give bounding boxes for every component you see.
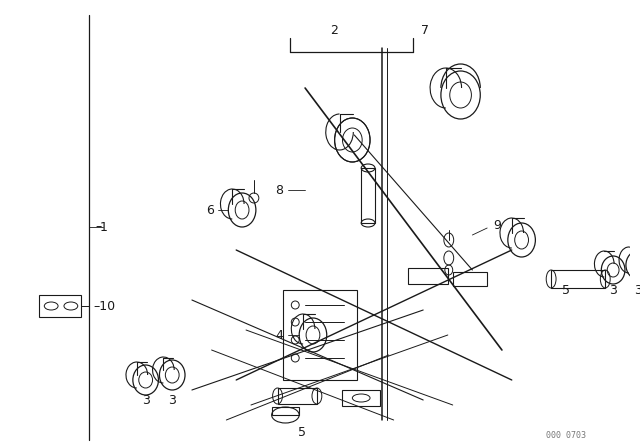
Text: 3: 3 [141, 393, 150, 406]
Bar [361, 168, 375, 223]
Text: 6: 6 [205, 203, 214, 216]
Text: 000 0703: 000 0703 [545, 431, 586, 439]
Text: 3: 3 [168, 393, 176, 406]
Text: 5: 5 [298, 426, 306, 439]
Text: 7: 7 [421, 23, 429, 36]
Text: 5: 5 [562, 284, 570, 297]
Bar [284, 290, 357, 380]
Bar [342, 390, 380, 406]
Bar [40, 295, 81, 317]
Bar [551, 270, 605, 288]
Text: 2: 2 [330, 23, 337, 36]
Text: 8: 8 [275, 184, 284, 197]
Bar [452, 272, 487, 286]
Text: 9: 9 [493, 219, 501, 232]
Bar [271, 407, 299, 415]
Text: 3: 3 [634, 284, 640, 297]
Text: 1: 1 [99, 220, 108, 233]
Bar [278, 388, 317, 404]
Bar [408, 268, 448, 284]
Text: –10: –10 [93, 300, 116, 313]
Text: 4: 4 [276, 328, 284, 341]
Text: 3: 3 [609, 284, 617, 297]
Text: –: – [95, 220, 102, 233]
